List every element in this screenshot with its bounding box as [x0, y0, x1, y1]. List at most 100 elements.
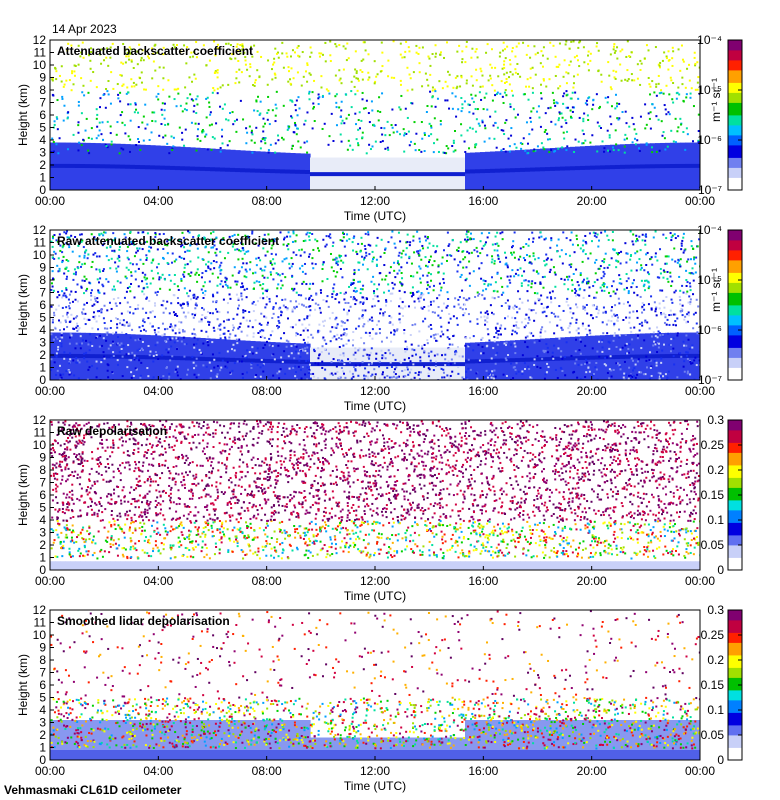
- panel-4: Smoothed lidar depolarisation01234567891…: [16, 603, 743, 793]
- site-label: Vehmasmaki CL61D ceilometer: [4, 783, 182, 797]
- y-tick-label: 7: [39, 286, 46, 300]
- x-tick-label: 08:00: [252, 194, 282, 208]
- x-axis-label: Time (UTC): [344, 399, 406, 413]
- y-tick-label: 9: [39, 261, 46, 275]
- colorbar-tick-label: 0.1: [707, 513, 724, 527]
- y-tick-label: 8: [39, 463, 46, 477]
- y-tick-label: 0: [39, 183, 46, 197]
- x-tick-label: 00:00: [35, 764, 65, 778]
- colorbar-tick-label: 0.25: [701, 438, 725, 452]
- x-tick-label: 00:00: [685, 574, 715, 588]
- x-tick-label: 20:00: [577, 384, 607, 398]
- x-tick-label: 16:00: [468, 574, 498, 588]
- y-tick-label: 10: [33, 438, 47, 452]
- y-tick-label: 6: [39, 298, 46, 312]
- heatmap-area: [50, 230, 700, 380]
- y-tick-label: 4: [39, 703, 46, 717]
- colorbar: 0 0.05 0.1 0.15 0.2 0.25 0.3: [701, 603, 743, 767]
- colorbar-tick-label: 0.3: [707, 413, 724, 427]
- colorbar: 10⁻⁷ 10⁻⁶ 10⁻⁵ 10⁻⁴ m⁻¹ sr⁻¹: [697, 33, 743, 197]
- y-tick-label: 0: [39, 563, 46, 577]
- x-tick-label: 12:00: [360, 384, 390, 398]
- y-tick-label: 6: [39, 108, 46, 122]
- panels-group: Attenuated backscatter coefficient012345…: [16, 33, 743, 793]
- noise-speckles: [50, 420, 700, 560]
- colorbar-tick-label: 10⁻⁴: [697, 223, 722, 237]
- colorbar-tick-label: 10⁻⁶: [697, 323, 722, 337]
- heatmap-area: [50, 40, 700, 190]
- x-tick-label: 00:00: [35, 194, 65, 208]
- y-tick-label: 4: [39, 323, 46, 337]
- colorbar-tick-label: 10⁻⁵: [697, 83, 722, 97]
- colorbar: 10⁻⁷ 10⁻⁶ 10⁻⁵ 10⁻⁴ m⁻¹ sr⁻¹: [697, 223, 743, 387]
- colorbar-tick-label: 0.3: [707, 603, 724, 617]
- y-tick-label: 11: [34, 616, 47, 630]
- y-tick-label: 9: [39, 71, 46, 85]
- y-tick-label: 8: [39, 273, 46, 287]
- colorbar-tick-label: 0.1: [707, 703, 724, 717]
- date-label: 14 Apr 2023: [52, 22, 117, 36]
- y-tick-label: 12: [33, 603, 47, 617]
- low-level-band: [50, 561, 700, 570]
- noise-speckles: [50, 230, 700, 380]
- y-tick-label: 12: [33, 413, 47, 427]
- y-tick-label: 4: [39, 513, 46, 527]
- colorbar-tick-label: 0.05: [701, 728, 725, 742]
- colorbar-tick-label: 0: [717, 563, 724, 577]
- x-tick-label: 20:00: [577, 194, 607, 208]
- y-tick-label: 12: [33, 33, 47, 47]
- colorbar-tick-label: 0.2: [707, 463, 724, 477]
- y-tick-label: 8: [39, 653, 46, 667]
- y-tick-label: 0: [39, 373, 46, 387]
- colorbar-tick-label: 0.15: [701, 488, 725, 502]
- colorbar-tick-label: 10⁻⁵: [697, 273, 722, 287]
- x-tick-label: 00:00: [685, 194, 715, 208]
- x-tick-label: 04:00: [143, 194, 173, 208]
- y-tick-label: 2: [39, 348, 46, 362]
- x-tick-label: 00:00: [35, 574, 65, 588]
- x-tick-label: 16:00: [468, 764, 498, 778]
- y-tick-label: 10: [33, 58, 47, 72]
- colorbar-tick-label: 10⁻⁶: [697, 133, 722, 147]
- panel-title: Attenuated backscatter coefficient: [57, 44, 253, 58]
- x-tick-label: 16:00: [468, 194, 498, 208]
- x-tick-label: 08:00: [252, 384, 282, 398]
- x-tick-label: 20:00: [577, 574, 607, 588]
- y-tick-label: 11: [34, 236, 47, 250]
- y-tick-label: 1: [39, 171, 46, 185]
- y-tick-label: 5: [39, 311, 46, 325]
- x-tick-label: 12:00: [360, 764, 390, 778]
- y-tick-label: 1: [39, 741, 46, 755]
- colorbar-unit-label: m⁻¹ sr⁻¹: [709, 268, 723, 312]
- panel-title: Raw depolarisation: [57, 424, 167, 438]
- colorbar-unit-label: m⁻¹ sr⁻¹: [709, 78, 723, 122]
- boundary-layer-band: [50, 332, 700, 380]
- x-tick-label: 12:00: [360, 574, 390, 588]
- y-tick-label: 2: [39, 158, 46, 172]
- y-tick-label: 5: [39, 501, 46, 515]
- y-tick-label: 10: [33, 248, 47, 262]
- noise-speckles: [50, 610, 700, 750]
- panel-title: Smoothed lidar depolarisation: [57, 614, 230, 628]
- y-tick-label: 6: [39, 488, 46, 502]
- y-axis-label: Height (km): [16, 84, 30, 146]
- boundary-layer-band: [50, 142, 700, 190]
- colorbar-tick-label: 10⁻⁷: [698, 183, 722, 197]
- y-tick-label: 3: [39, 526, 46, 540]
- y-tick-label: 5: [39, 121, 46, 135]
- y-tick-label: 1: [39, 551, 46, 565]
- y-tick-label: 7: [39, 96, 46, 110]
- x-tick-label: 04:00: [143, 574, 173, 588]
- panel-2: Raw attenuated backscatter coefficient01…: [16, 223, 743, 413]
- colorbar-tick-label: 0.15: [701, 678, 725, 692]
- y-tick-label: 8: [39, 83, 46, 97]
- y-tick-label: 1: [39, 361, 46, 375]
- y-tick-label: 3: [39, 336, 46, 350]
- colorbar-tick-label: 10⁻⁴: [697, 33, 722, 47]
- x-tick-label: 20:00: [577, 764, 607, 778]
- x-tick-label: 08:00: [252, 574, 282, 588]
- y-tick-label: 5: [39, 691, 46, 705]
- x-tick-label: 04:00: [143, 764, 173, 778]
- y-axis-label: Height (km): [16, 464, 30, 526]
